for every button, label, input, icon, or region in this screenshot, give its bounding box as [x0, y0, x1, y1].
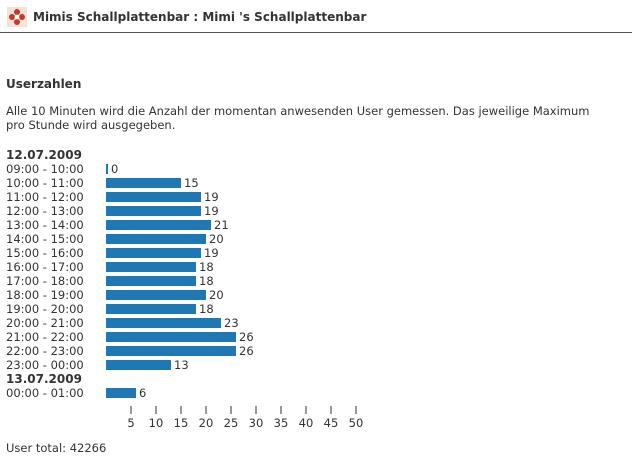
bar-value-label: 18 — [199, 274, 214, 288]
hour-label: 17:00 - 18:00 — [6, 274, 84, 288]
bar — [106, 178, 181, 188]
section-description: Alle 10 Minuten wird die Anzahl der mome… — [6, 104, 590, 132]
section-title: Userzahlen — [6, 77, 82, 91]
x-tick-label: 35 — [274, 416, 289, 430]
x-tick-label: 25 — [224, 416, 239, 430]
x-tick-label: 15 — [174, 416, 189, 430]
bar-value-label: 0 — [111, 162, 118, 176]
hour-label: 00:00 - 01:00 — [6, 386, 84, 400]
bar-value-label: 26 — [239, 330, 254, 344]
bar-value-label: 21 — [214, 218, 229, 232]
date-label: 12.07.2009 — [6, 148, 82, 162]
bar-value-label: 18 — [199, 260, 214, 274]
x-tick-label: 10 — [149, 416, 164, 430]
bar — [106, 332, 236, 342]
bar — [106, 248, 201, 258]
hour-label: 23:00 - 00:00 — [6, 358, 84, 372]
date-label: 13.07.2009 — [6, 372, 82, 386]
bar — [106, 220, 211, 230]
bar-value-label: 13 — [174, 358, 189, 372]
bar-value-label: 20 — [209, 288, 224, 302]
x-tick-label: 40 — [299, 416, 314, 430]
hour-label: 15:00 - 16:00 — [6, 246, 84, 260]
page-title: Mimis Schallplattenbar : Mimi 's Schallp… — [33, 10, 367, 24]
user-total: User total: 42266 — [6, 441, 107, 455]
hour-label: 20:00 - 21:00 — [6, 316, 84, 330]
x-tick-label: 20 — [199, 416, 214, 430]
hour-label: 21:00 - 22:00 — [6, 330, 84, 344]
hour-label: 16:00 - 17:00 — [6, 260, 84, 274]
hour-label: 13:00 - 14:00 — [6, 218, 84, 232]
x-tick-label: 30 — [249, 416, 264, 430]
bar-value-label: 19 — [204, 204, 219, 218]
hour-label: 22:00 - 23:00 — [6, 344, 84, 358]
hour-label: 19:00 - 20:00 — [6, 302, 84, 316]
bar — [106, 234, 206, 244]
header-bar: Mimis Schallplattenbar : Mimi 's Schallp… — [0, 0, 632, 33]
red-flower-logo-icon — [7, 7, 27, 27]
bar — [106, 318, 221, 328]
bar-value-label: 23 — [224, 316, 239, 330]
x-tick-label: 5 — [127, 416, 134, 430]
bar — [106, 276, 196, 286]
bar — [106, 388, 136, 398]
bar-value-label: 19 — [204, 246, 219, 260]
bar — [106, 262, 196, 272]
bar-value-label: 19 — [204, 190, 219, 204]
hour-label: 12:00 - 13:00 — [6, 204, 84, 218]
bar — [106, 192, 201, 202]
bar-value-label: 20 — [209, 232, 224, 246]
bar-value-label: 26 — [239, 344, 254, 358]
x-tick-label: 45 — [324, 416, 339, 430]
bar-value-label: 18 — [199, 302, 214, 316]
bar — [106, 304, 196, 314]
bar-value-label: 15 — [184, 176, 199, 190]
bar — [106, 206, 201, 216]
hour-label: 10:00 - 11:00 — [6, 176, 84, 190]
bar — [106, 360, 171, 370]
bar — [106, 164, 108, 174]
hour-label: 14:00 - 15:00 — [6, 232, 84, 246]
hour-label: 11:00 - 12:00 — [6, 190, 84, 204]
hour-label: 18:00 - 19:00 — [6, 288, 84, 302]
bar-value-label: 6 — [139, 386, 146, 400]
bar — [106, 290, 206, 300]
x-tick-label: 50 — [349, 416, 364, 430]
bar — [106, 346, 236, 356]
hour-label: 09:00 - 10:00 — [6, 162, 84, 176]
